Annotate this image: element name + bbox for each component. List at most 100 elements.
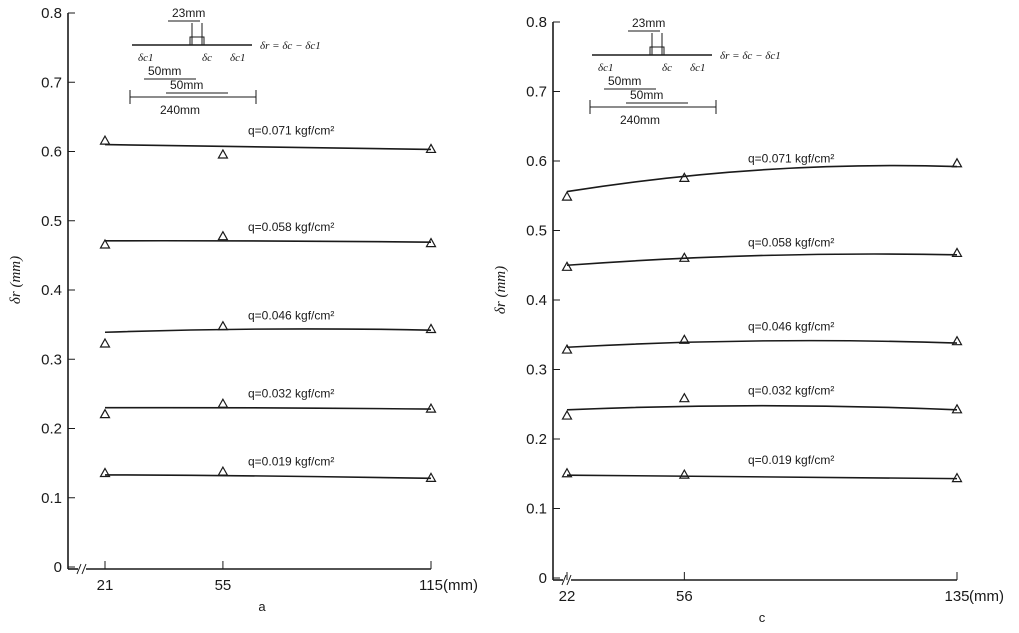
x-unit-label: (mm) <box>443 577 478 594</box>
load-plate <box>649 46 665 56</box>
series-label: q=0.046 kgf/cm² <box>248 308 334 322</box>
series-label: q=0.046 kgf/cm² <box>748 319 834 333</box>
data-point-marker <box>217 230 229 241</box>
x-tick-label: 22 <box>559 588 576 605</box>
y-tick-label: 0.5 <box>41 213 62 230</box>
y-tick-label: 0.1 <box>526 501 547 518</box>
y-tick-label: 0.7 <box>526 84 547 101</box>
dim-large-label: 240mm <box>160 103 200 117</box>
series-curve <box>566 339 958 349</box>
data-point-marker <box>678 392 690 403</box>
data-point-marker <box>99 337 111 348</box>
formula-label: δr = δc − δc1 <box>260 40 321 52</box>
data-point-marker <box>951 335 963 346</box>
dim-mid-label: 50mm <box>148 64 181 78</box>
chart-panel-c: 0 0.1 0.2 0.3 0.4 0.5 0.6 0.7 0.8 δr (mm) 22 56 135(… <box>493 14 1004 625</box>
data-point-marker <box>561 190 573 201</box>
axis-break <box>76 563 87 575</box>
x-tick-label: 115 <box>419 577 443 594</box>
series-label: q=0.071 kgf/cm² <box>248 124 334 138</box>
dim-large-label: 240mm <box>620 113 660 127</box>
data-point-marker <box>561 409 573 420</box>
series-label: q=0.071 kgf/cm² <box>748 151 834 165</box>
panel-label: c <box>759 610 766 625</box>
data-point-marker <box>217 148 229 159</box>
series-curve <box>104 474 432 480</box>
series-curve <box>566 164 958 193</box>
series-label: q=0.058 kgf/cm² <box>748 235 834 249</box>
data-point-marker <box>951 403 963 414</box>
y-tick-label: 0.4 <box>41 282 62 299</box>
data-point-marker <box>561 467 573 478</box>
series-label: q=0.019 kgf/cm² <box>248 455 334 469</box>
y-tick-label: 0 <box>54 559 62 576</box>
symbol-c1-label: δc1 <box>230 52 246 64</box>
series-curve <box>104 328 432 334</box>
x-tick-label: 21 <box>97 577 114 594</box>
y-tick-label: 0.6 <box>41 144 62 161</box>
series-label: q=0.032 kgf/cm² <box>248 387 334 401</box>
series-label: q=0.032 kgf/cm² <box>748 383 834 397</box>
data-point-marker <box>217 320 229 331</box>
data-point-marker <box>678 172 690 182</box>
y-tick-label: 0.6 <box>526 153 547 170</box>
series-curve <box>104 406 432 410</box>
y-tick-label: 0.5 <box>526 223 547 240</box>
series-label: q=0.019 kgf/cm² <box>748 453 834 467</box>
data-point-marker <box>561 343 573 354</box>
dim-mid2-label: 50mm <box>630 88 663 102</box>
symbol-c1-label: δc1 <box>598 62 614 74</box>
series-curve <box>104 143 432 151</box>
series-label: q=0.058 kgf/cm² <box>248 220 334 234</box>
data-point-marker <box>99 134 111 145</box>
y-tick-label: 0.4 <box>526 292 547 309</box>
y-tick-label: 0.3 <box>526 362 547 379</box>
data-point-marker <box>425 472 437 482</box>
data-point-marker <box>99 238 111 249</box>
data-point-marker <box>678 468 690 479</box>
symbol-c1-label: δc1 <box>690 62 706 74</box>
y-tick-label: 0.1 <box>41 490 62 507</box>
load-plate <box>189 36 205 46</box>
symbol-c-label: δc <box>202 52 212 64</box>
symbol-c1-label: δc1 <box>138 52 154 64</box>
x-tick-label: 56 <box>676 588 693 605</box>
data-point-marker <box>99 467 111 478</box>
dim-small-label: 23mm <box>172 6 205 20</box>
data-point-marker <box>425 143 437 154</box>
y-tick-label: 0.2 <box>526 431 547 448</box>
x-tick-label: 55 <box>215 577 232 594</box>
data-point-marker <box>951 472 963 483</box>
data-point-marker <box>951 157 963 168</box>
axis-break <box>561 574 572 586</box>
data-point-marker <box>425 237 437 248</box>
dim-mid-label: 50mm <box>608 74 641 88</box>
series-curve <box>104 239 432 244</box>
y-tick-label: 0.2 <box>41 421 62 438</box>
x-tick-label: 135 <box>944 588 969 605</box>
symbol-c-label: δc <box>662 62 672 74</box>
data-point-marker <box>217 465 229 476</box>
data-point-marker <box>561 261 573 271</box>
series-curve <box>566 404 958 411</box>
data-point-marker <box>678 334 690 344</box>
y-tick-label: 0.8 <box>526 14 547 31</box>
dim-small-label: 23mm <box>632 16 665 30</box>
y-tick-label: 0 <box>539 570 547 587</box>
data-point-marker <box>678 252 690 262</box>
formula-label: δr = δc − δc1 <box>720 50 781 62</box>
y-tick-label: 0.8 <box>41 5 62 22</box>
y-tick-label: 0.7 <box>41 74 62 91</box>
chart-panel-a: 0 0.1 0.2 0.3 0.4 0.5 0.6 0.7 0.8 δr (mm) 21 55 115(… <box>8 5 478 614</box>
x-unit-label: (mm) <box>969 588 1004 605</box>
series-curve <box>566 474 958 480</box>
data-point-marker <box>951 247 963 258</box>
y-tick-label: 0.3 <box>41 351 62 368</box>
series-curve <box>566 253 958 267</box>
data-point-marker <box>99 408 111 419</box>
y-axis-label: δr (mm) <box>493 266 509 314</box>
panel-label: a <box>258 599 266 614</box>
